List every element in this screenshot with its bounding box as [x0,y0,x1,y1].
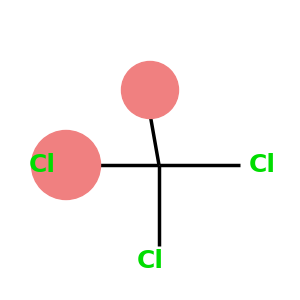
Text: Cl: Cl [28,153,56,177]
Text: Cl: Cl [249,153,276,177]
Circle shape [122,61,178,118]
Text: Cl: Cl [136,249,164,273]
Circle shape [32,130,101,200]
